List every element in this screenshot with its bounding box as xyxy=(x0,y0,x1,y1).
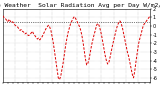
Title: Milwaukee Weather  Solar Radiation Avg per Day W/m2/minute: Milwaukee Weather Solar Radiation Avg pe… xyxy=(0,3,160,8)
